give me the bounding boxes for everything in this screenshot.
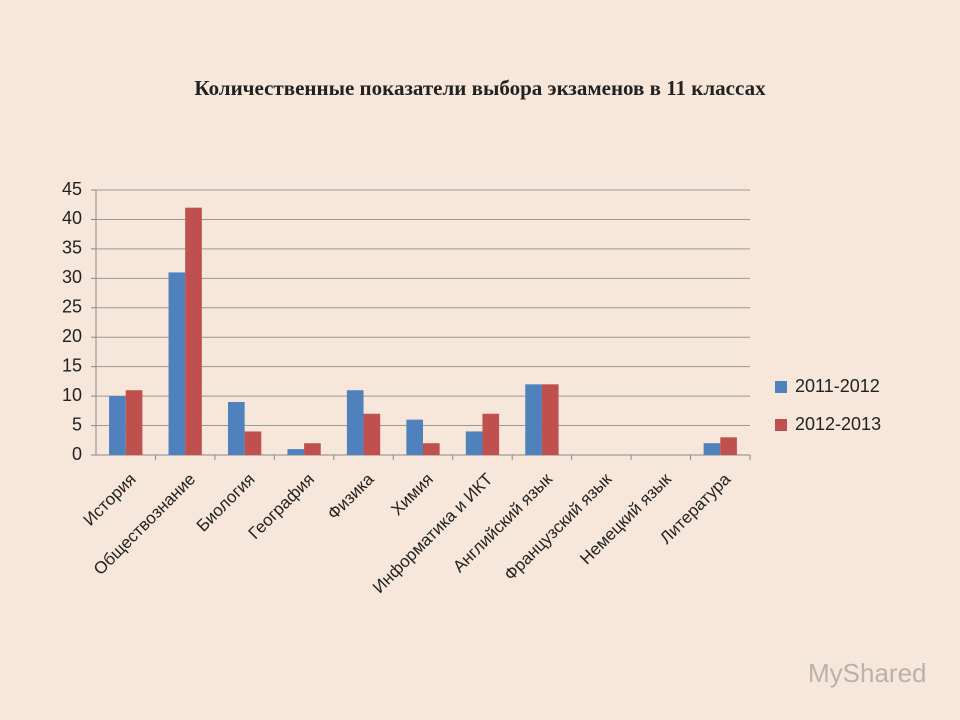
x-tick-label: Французский язык	[501, 469, 616, 584]
x-tick-label: Английский язык	[449, 469, 556, 576]
y-tick-label: 15	[62, 355, 82, 375]
y-tick-label: 30	[62, 267, 82, 287]
bar	[525, 384, 542, 455]
y-tick-label: 40	[62, 208, 82, 228]
bar	[227, 402, 245, 455]
y-tick-label: 5	[72, 414, 82, 434]
chart-title: Количественные показатели выбора экзамен…	[194, 76, 766, 100]
watermark: MyShared	[808, 658, 927, 688]
legend-swatch	[775, 381, 787, 393]
bar	[346, 390, 364, 455]
y-tick-label: 20	[62, 326, 82, 346]
y-tick-label: 0	[72, 444, 82, 464]
x-tick-label: Физика	[324, 469, 378, 523]
legend-label: 2011-2012	[795, 376, 880, 396]
bar	[168, 272, 186, 455]
bar	[541, 384, 559, 455]
bar	[109, 396, 126, 455]
x-tick-label: Информатика и ИКТ	[369, 470, 496, 597]
bar	[287, 449, 305, 455]
x-tick-label: История	[80, 470, 140, 530]
y-tick-label: 10	[62, 385, 82, 405]
bar	[423, 443, 440, 455]
bar	[304, 443, 321, 455]
legend-label: 2012-2013	[795, 414, 881, 434]
x-tick-label: Химия	[387, 470, 437, 520]
bar	[465, 431, 483, 455]
bar	[185, 207, 202, 455]
bar	[125, 390, 143, 455]
bar	[720, 437, 737, 455]
x-tick-label: Обществознание	[90, 470, 199, 579]
bar	[244, 431, 262, 455]
y-tick-label: 35	[62, 238, 82, 258]
bar	[482, 413, 500, 455]
y-tick-label: 25	[62, 297, 82, 317]
bar	[406, 419, 423, 455]
bar	[703, 443, 721, 455]
legend-swatch	[775, 419, 787, 431]
y-tick-label: 45	[62, 179, 82, 199]
bar	[363, 413, 381, 455]
